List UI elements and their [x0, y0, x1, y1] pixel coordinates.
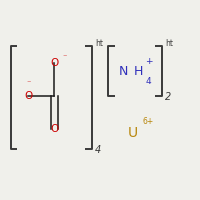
Text: ht: ht [165, 38, 173, 47]
Text: O: O [50, 58, 58, 68]
Text: N: N [119, 65, 128, 78]
Text: ⁻: ⁻ [27, 78, 31, 87]
Text: O: O [50, 124, 58, 134]
Text: 2: 2 [165, 92, 171, 102]
Text: 4: 4 [146, 77, 151, 86]
Text: U: U [128, 126, 138, 140]
Text: 4: 4 [95, 145, 101, 155]
Text: +: + [145, 57, 152, 66]
Text: O: O [24, 91, 32, 101]
Text: ht: ht [95, 38, 103, 47]
Text: 6+: 6+ [143, 117, 154, 126]
Text: H: H [134, 65, 144, 78]
Text: ⁻: ⁻ [63, 53, 67, 62]
